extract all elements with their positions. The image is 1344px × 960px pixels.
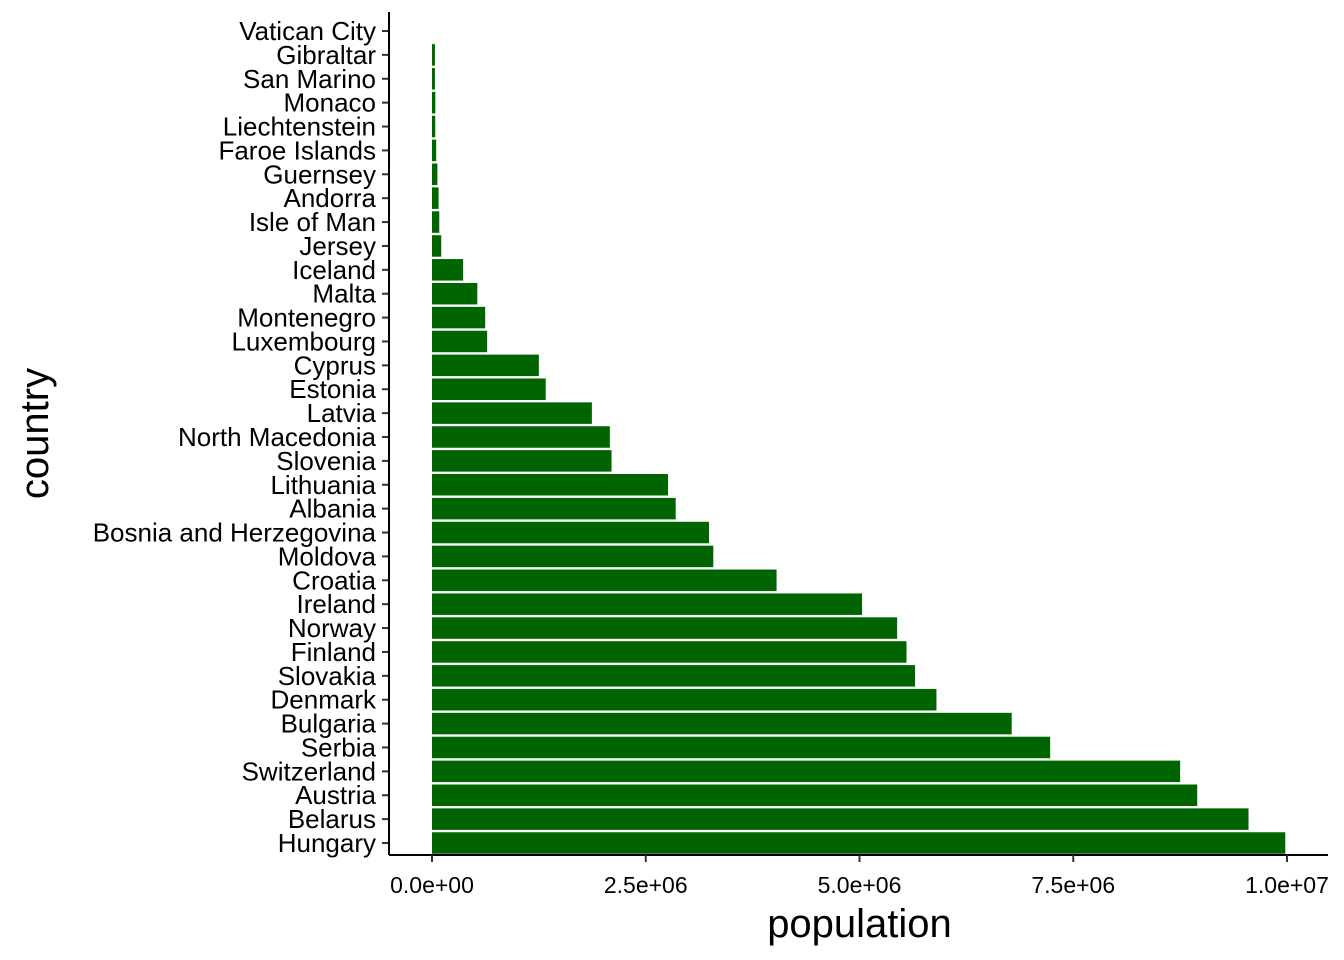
y-tick-label: Hungary <box>278 828 376 858</box>
y-tick-label: Moldova <box>278 541 377 571</box>
y-tick-label: Jersey <box>299 231 376 261</box>
bar-guernsey <box>432 163 438 186</box>
bar-malta <box>432 282 478 305</box>
y-tick-label: Slovakia <box>278 661 377 691</box>
bar-austria <box>432 784 1198 806</box>
y-tick-label: Iceland <box>292 255 376 285</box>
y-tick-label: Belarus <box>288 804 376 834</box>
bar-latvia <box>432 402 592 424</box>
y-tick-label: Slovenia <box>276 446 376 476</box>
y-tick-label: Ireland <box>297 589 377 619</box>
bar-croatia <box>432 569 777 592</box>
bar-north-macedonia <box>432 426 610 448</box>
bar-albania <box>432 497 676 520</box>
y-tick-label: Liechtenstein <box>223 112 376 142</box>
bar-cyprus <box>432 354 539 377</box>
y-tick-label: Latvia <box>307 398 377 428</box>
y-tick-label: Serbia <box>301 732 377 762</box>
y-tick-label: Guernsey <box>263 159 376 189</box>
y-tick-label: Bulgaria <box>281 709 377 739</box>
y-tick-label: Albania <box>289 494 376 524</box>
x-tick-label: 1.0e+07 <box>1245 872 1329 898</box>
y-tick-label: Isle of Man <box>249 207 376 237</box>
bar-liechtenstein <box>432 115 436 138</box>
bar-luxembourg <box>432 330 488 353</box>
y-tick-label: Denmark <box>271 685 377 715</box>
y-tick-label: Switzerland <box>242 756 376 786</box>
bar-gibraltar <box>432 44 435 66</box>
x-tick-label: 2.5e+06 <box>604 872 688 898</box>
y-tick-label: Cyprus <box>294 350 376 380</box>
y-tick-label: Bosnia and Herzegovina <box>93 518 377 548</box>
bar-andorra <box>432 187 439 209</box>
y-tick-label: Estonia <box>289 374 376 404</box>
y-tick-label: Austria <box>295 780 376 810</box>
bar-finland <box>432 641 907 663</box>
bar-slovakia <box>432 665 916 687</box>
x-axis-title: population <box>767 902 952 946</box>
y-tick-label: Finland <box>291 637 376 667</box>
bar-iceland <box>432 259 464 281</box>
y-tick-label: Malta <box>312 279 376 309</box>
bar-isle-of-man <box>432 211 440 233</box>
bar-belarus <box>432 808 1249 830</box>
bar-bulgaria <box>432 712 1012 735</box>
y-tick-label: Andorra <box>284 183 377 213</box>
y-axis-title: country <box>13 368 57 499</box>
bar-hungary <box>432 832 1286 854</box>
bar-jersey <box>432 235 442 257</box>
y-tick-label: Croatia <box>292 565 376 595</box>
bar-norway <box>432 617 898 639</box>
bar-faroe-islands <box>432 139 437 162</box>
bars-group <box>432 44 1286 854</box>
bar-denmark <box>432 688 937 711</box>
bar-montenegro <box>432 306 486 329</box>
y-tick-label: Gibraltar <box>276 40 376 70</box>
bar-slovenia <box>432 450 612 472</box>
bar-estonia <box>432 378 546 400</box>
y-tick-label: Monaco <box>284 88 377 118</box>
bar-switzerland <box>432 760 1181 783</box>
bar-san-marino <box>432 68 435 90</box>
x-tick-label: 5.0e+06 <box>818 872 902 898</box>
y-tick-label: San Marino <box>243 64 376 94</box>
y-tick-label: North Macedonia <box>178 422 377 452</box>
y-tick-label: Faroe Islands <box>218 135 376 165</box>
y-tick-label: Norway <box>288 613 376 643</box>
bar-moldova <box>432 545 714 568</box>
bar-monaco <box>432 91 436 114</box>
y-tick-label: Lithuania <box>270 470 376 500</box>
bar-serbia <box>432 736 1051 759</box>
x-tick-label: 0.0e+00 <box>390 872 474 898</box>
y-tick-label: Montenegro <box>237 303 376 333</box>
x-axis: 0.0e+00 2.5e+06 5.0e+06 7.5e+06 1.0e+07 <box>389 854 1329 898</box>
y-tick-label: Vatican City <box>239 16 376 46</box>
bar-ireland <box>432 593 863 615</box>
bar-bosnia-and-herzegovina <box>432 521 710 544</box>
bar-lithuania <box>432 474 668 496</box>
y-tick-label: Luxembourg <box>231 326 376 356</box>
x-tick-label: 7.5e+06 <box>1031 872 1115 898</box>
